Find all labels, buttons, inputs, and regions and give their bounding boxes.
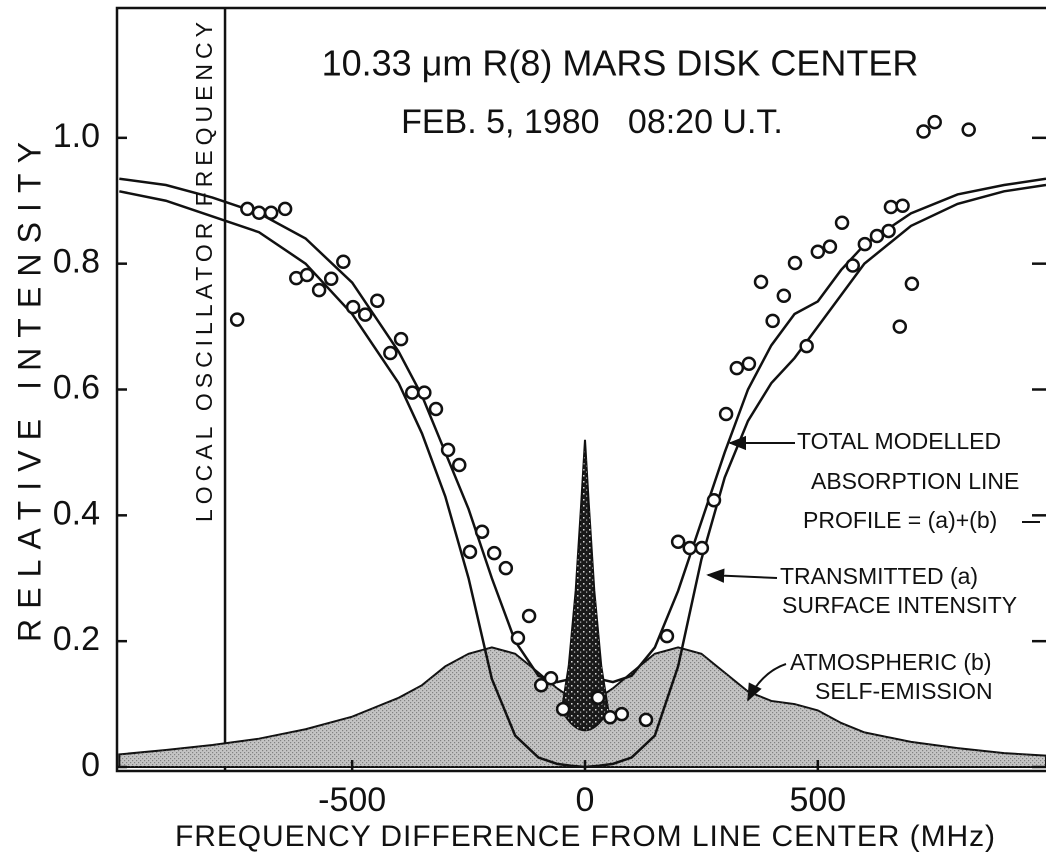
data-point — [765, 313, 780, 329]
data-point — [904, 276, 920, 292]
data-point — [682, 540, 698, 556]
data-point — [452, 457, 467, 473]
data-point — [883, 199, 899, 215]
annotation-arrow — [747, 663, 787, 702]
data-point — [741, 356, 757, 371]
data-point — [533, 677, 549, 693]
data-point — [753, 274, 769, 290]
data-point — [510, 630, 526, 646]
data-point — [251, 205, 267, 220]
reference-line-label: LOCAL OSCILLATOR FREQUENCY — [191, 22, 217, 522]
data-point — [345, 299, 361, 315]
annotation: SURFACE INTENSITY — [782, 592, 1017, 618]
data-point — [799, 338, 814, 354]
data-point — [961, 122, 976, 137]
data-point — [638, 712, 654, 728]
data-point — [240, 201, 255, 217]
data-point — [927, 114, 942, 130]
y-tick-label: 0.2 — [53, 620, 100, 658]
data-point — [718, 406, 734, 422]
y-tick-label: 0.4 — [53, 494, 100, 532]
spike-texture — [561, 439, 609, 731]
data-point — [706, 492, 722, 508]
data-point — [729, 360, 745, 376]
x-tick-label: 0 — [576, 781, 595, 819]
data-point — [857, 236, 873, 252]
annotation-arrow — [706, 568, 778, 583]
data-point — [370, 293, 385, 309]
data-point — [602, 710, 618, 725]
data-point — [311, 282, 327, 298]
y-axis-label: RELATIVE INTENSITY — [11, 142, 47, 642]
data-point — [670, 534, 686, 550]
data-point — [336, 254, 351, 270]
x-axis-label: FREQUENCY DIFFERENCE FROM LINE CENTER (M… — [175, 820, 995, 853]
x-tick-label: -500 — [318, 781, 386, 819]
annotation: ATMOSPHERIC (b) — [790, 649, 991, 675]
data-point — [277, 201, 293, 217]
data-point — [881, 223, 896, 239]
data-point — [323, 271, 339, 287]
chart-subtitle: FEB. 5, 1980 08:20 U.T. — [401, 103, 783, 141]
annotation: SELF-EMISSION — [815, 678, 993, 704]
plot-area — [118, 8, 1046, 771]
data-point — [659, 628, 675, 644]
data-point — [486, 545, 502, 561]
data-point — [263, 205, 279, 220]
data-point — [428, 401, 444, 417]
data-point — [895, 198, 910, 214]
y-tick-label: 0.6 — [53, 368, 100, 406]
data-point — [892, 319, 908, 334]
data-point — [776, 288, 792, 304]
data-point — [787, 255, 803, 271]
x-tick-label: 500 — [789, 781, 846, 819]
data-point — [474, 524, 490, 539]
chart-title: 10.33 μm R(8) MARS DISK CENTER — [322, 43, 919, 84]
data-point — [357, 307, 373, 322]
data-point — [440, 442, 456, 458]
data-point — [614, 706, 630, 722]
model-curve — [119, 183, 1046, 769]
data-point — [834, 215, 850, 231]
data-point — [404, 385, 420, 400]
data-point — [694, 540, 710, 556]
annotation: PROFILE = (a)+(b) — [803, 507, 997, 533]
data-point — [845, 258, 860, 273]
annotation: TOTAL MODELLED — [797, 428, 1001, 454]
data-point — [555, 701, 571, 717]
data-point — [498, 560, 514, 576]
data-point — [521, 608, 537, 624]
data-point — [916, 124, 931, 139]
data-point — [810, 244, 826, 259]
y-tick-label: 0.8 — [53, 243, 100, 281]
y-tick-label: 1.0 — [53, 117, 100, 155]
data-point — [417, 385, 432, 400]
data-point — [822, 239, 838, 254]
data-point — [383, 345, 398, 361]
data-point — [393, 331, 409, 347]
data-point — [590, 690, 606, 706]
data-point — [543, 671, 559, 686]
data-point — [299, 267, 315, 283]
data-point — [869, 228, 885, 244]
y-tick-label: 0 — [81, 746, 100, 784]
annotation: TRANSMITTED (a) — [780, 563, 978, 589]
data-point — [462, 544, 478, 560]
annotation: ABSORPTION LINE — [811, 468, 1019, 494]
data-point — [229, 312, 245, 327]
